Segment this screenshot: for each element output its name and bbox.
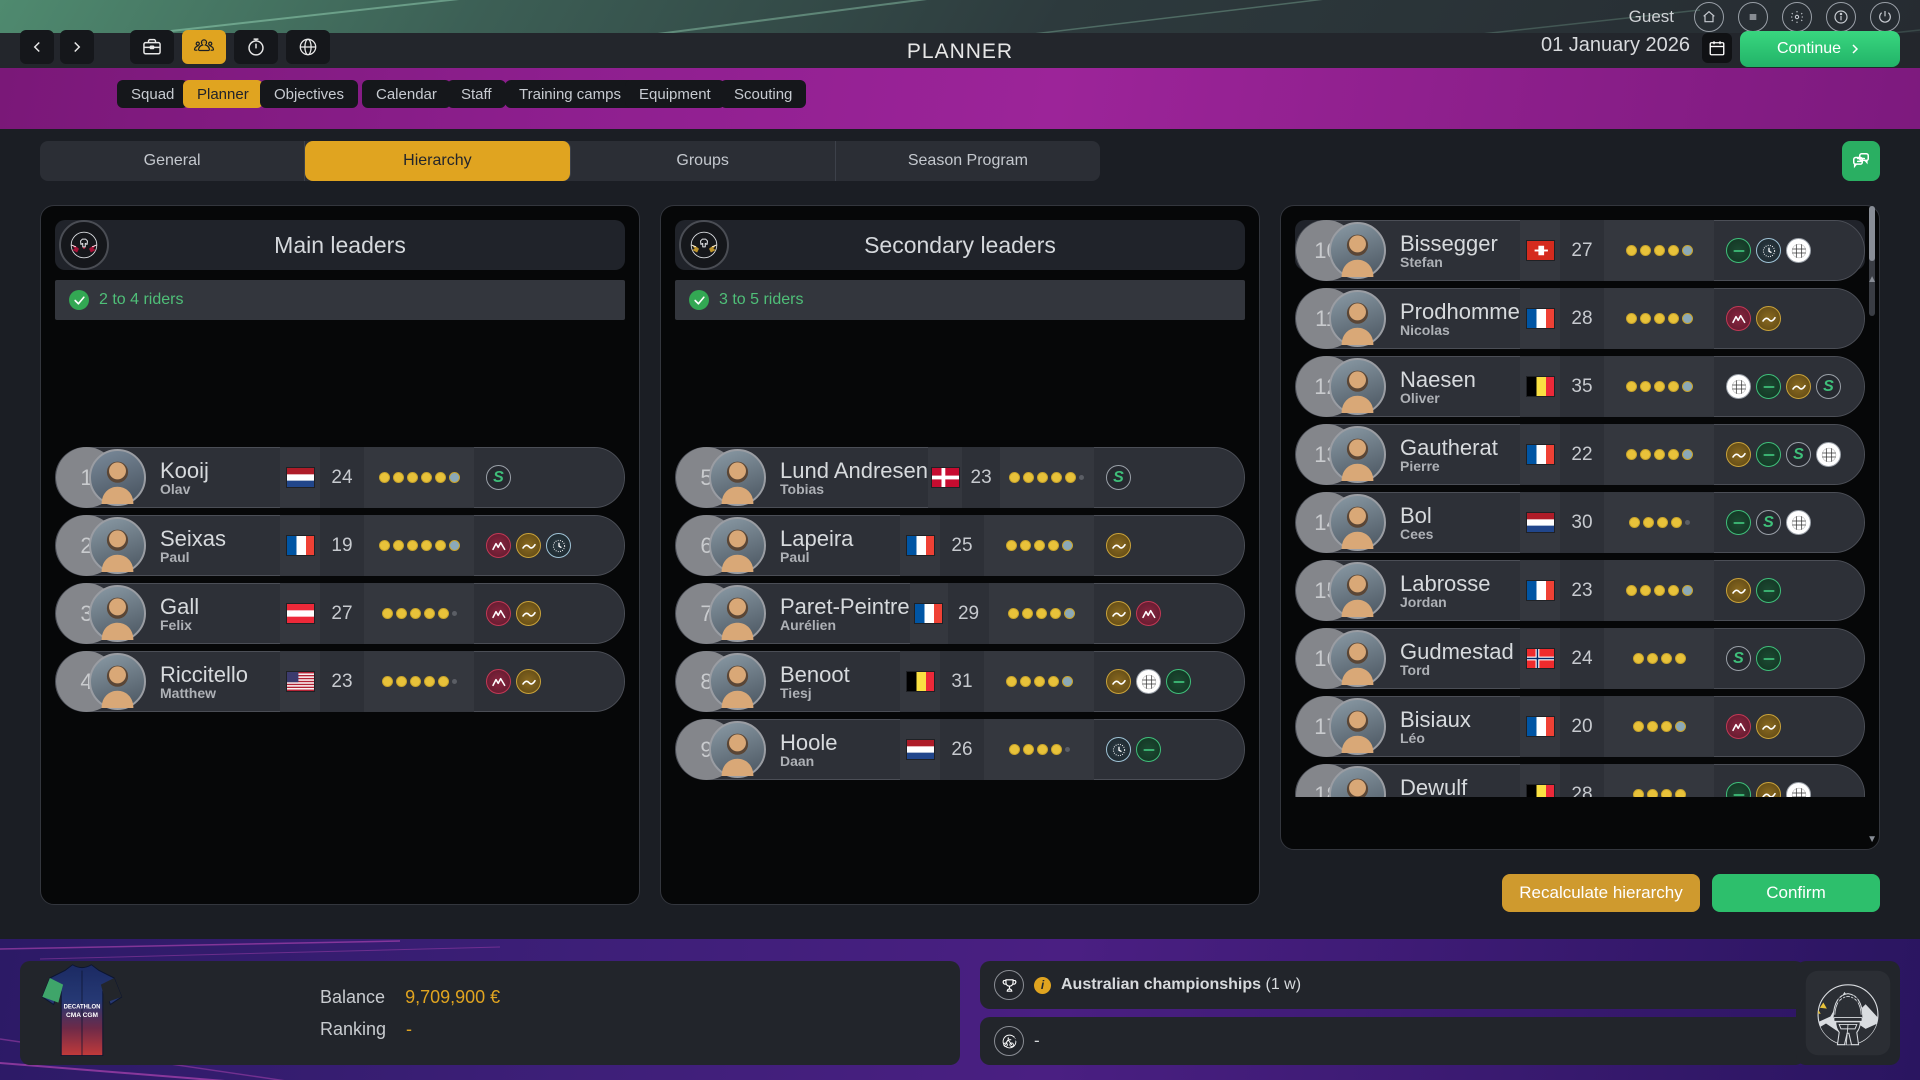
- svg-text:CMA CGM: CMA CGM: [66, 1012, 99, 1019]
- svg-text:DECATHLON: DECATHLON: [64, 1004, 101, 1010]
